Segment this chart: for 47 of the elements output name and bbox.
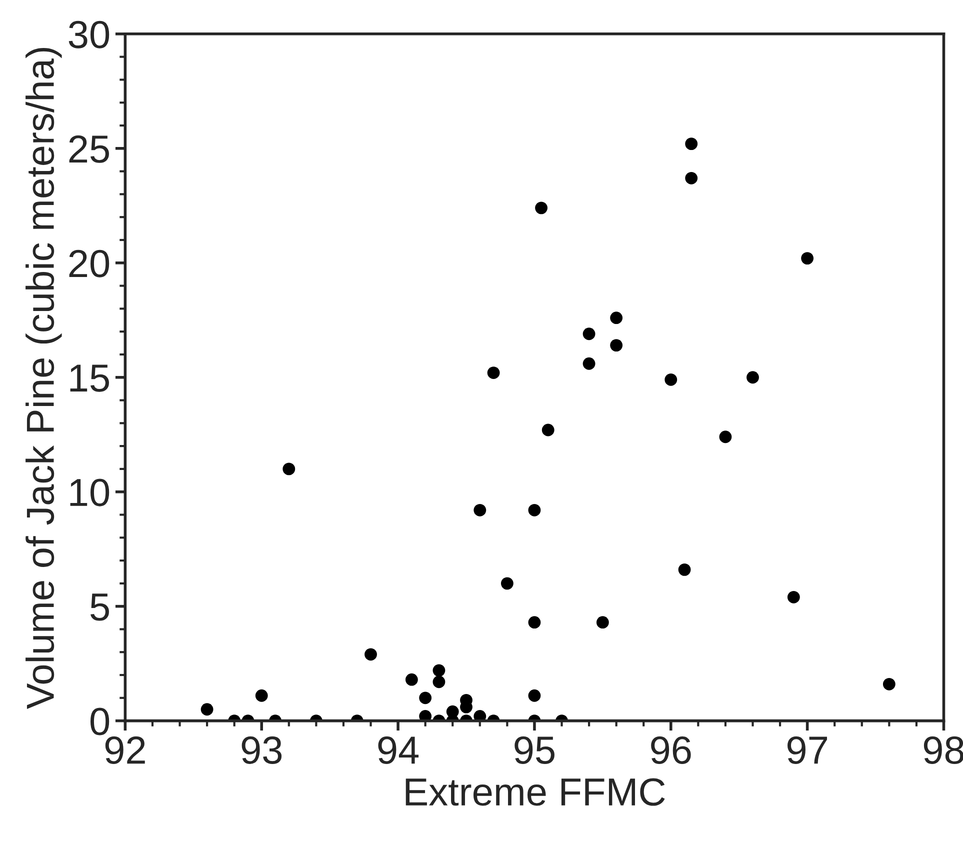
- point: [801, 252, 814, 265]
- point: [610, 312, 623, 324]
- point: [474, 710, 486, 721]
- point: [542, 424, 554, 436]
- point: [882, 678, 896, 690]
- y-tick-label: 15: [70, 364, 109, 392]
- point: [528, 504, 541, 516]
- point: [255, 689, 268, 702]
- point: [419, 692, 432, 704]
- x-tick-label: 92: [105, 736, 145, 764]
- point: [678, 563, 691, 576]
- point: [282, 462, 296, 476]
- y-tick-label: 5: [90, 594, 109, 621]
- point: [419, 710, 432, 721]
- point: [596, 616, 609, 629]
- point: [500, 577, 514, 590]
- x-tick-label: 93: [242, 736, 282, 764]
- x-tick-label: 96: [651, 736, 691, 764]
- y-tick-label: 10: [70, 478, 110, 506]
- x-axis-title: Extreme FFMC: [406, 778, 665, 806]
- y-tick-label: 20: [69, 250, 110, 278]
- point: [364, 648, 377, 661]
- point: [432, 676, 446, 688]
- point: [528, 689, 541, 702]
- y-tick-label: 30: [68, 20, 110, 48]
- point: [685, 172, 698, 184]
- point: [685, 138, 698, 150]
- point: [474, 504, 486, 516]
- point: [746, 371, 759, 384]
- x-tick-label: 95: [514, 736, 554, 764]
- y-tick-label: 0: [90, 708, 110, 736]
- point: [200, 703, 214, 716]
- point: [787, 590, 800, 604]
- point: [405, 673, 418, 686]
- point: [664, 373, 678, 386]
- y-axis-title: Volume of Jack Pine (cubic meters/ha): [26, 48, 62, 709]
- point: [432, 664, 446, 677]
- point: [487, 366, 500, 379]
- x-tick-label: 97: [788, 736, 827, 764]
- point: [582, 328, 596, 340]
- x-tick-label: 94: [378, 736, 419, 764]
- y-tick-label: 25: [69, 135, 109, 163]
- point: [582, 357, 596, 370]
- point: [719, 430, 732, 444]
- point: [528, 616, 541, 629]
- point: [535, 202, 548, 214]
- point: [610, 339, 623, 352]
